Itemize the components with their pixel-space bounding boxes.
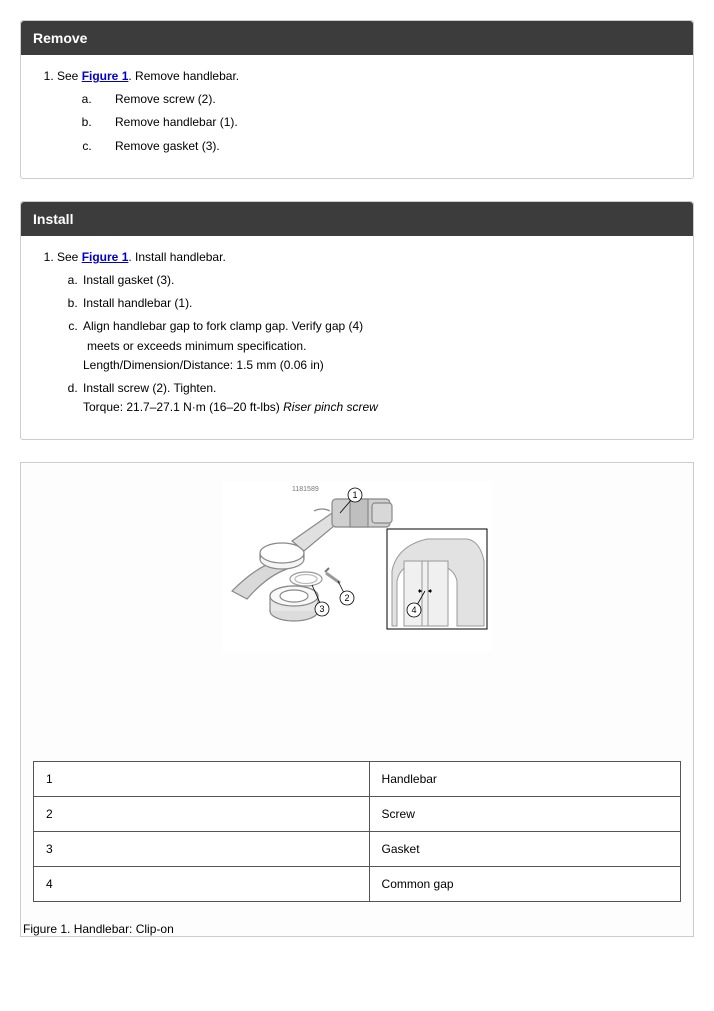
text: Install screw (2). Tighten. <box>83 381 216 395</box>
handlebar-diagram: 1181589 <box>222 481 492 651</box>
text: Length/Dimension/Distance: 1.5 mm (0.06 … <box>83 358 324 372</box>
torque-spec: Torque: 21.7–27.1 N·m (16–20 ft-lbs) <box>83 400 283 414</box>
text: . Install handlebar. <box>128 250 225 264</box>
svg-text:1: 1 <box>352 490 357 500</box>
text: Remove gasket (3). <box>115 139 220 153</box>
install-substeps: Install gasket (3). Install handlebar (1… <box>57 271 677 417</box>
install-sub-a: Install gasket (3). <box>81 271 677 290</box>
table-row: 1 Handlebar <box>34 762 681 797</box>
part-name: Gasket <box>369 832 680 867</box>
remove-body: See Figure 1. Remove handlebar. Remove s… <box>21 55 693 178</box>
install-header: Install <box>21 202 693 236</box>
text: . Remove handlebar. <box>128 69 239 83</box>
part-name: Handlebar <box>369 762 680 797</box>
page: Remove See Figure 1. Remove handlebar. R… <box>0 0 714 1011</box>
install-sub-b: Install handlebar (1). <box>81 294 677 313</box>
text: See <box>57 250 82 264</box>
figure-inner: 1181589 <box>21 463 693 916</box>
text: meets or exceeds minimum specification. <box>87 337 677 356</box>
text: Align handlebar gap to fork clamp gap. V… <box>83 319 363 333</box>
remove-sub-b: Remove handlebar (1). <box>95 113 677 132</box>
figure-1-link[interactable]: Figure 1 <box>82 250 129 264</box>
text: Remove handlebar (1). <box>115 115 238 129</box>
text: Install handlebar (1). <box>83 296 192 310</box>
remove-step-1: See Figure 1. Remove handlebar. Remove s… <box>57 67 677 156</box>
text: See <box>57 69 82 83</box>
figure-image: 1181589 <box>222 481 492 651</box>
part-number: 4 <box>34 867 370 902</box>
svg-text:3: 3 <box>319 604 324 614</box>
install-body: See Figure 1. Install handlebar. Install… <box>21 236 693 440</box>
part-name: Screw <box>369 797 680 832</box>
figure-1-link[interactable]: Figure 1 <box>82 69 129 83</box>
install-section: Install See Figure 1. Install handlebar.… <box>20 201 694 441</box>
remove-substeps: Remove screw (2). Remove handlebar (1). … <box>57 90 677 156</box>
table-row: 2 Screw <box>34 797 681 832</box>
parts-table: 1 Handlebar 2 Screw 3 Gasket 4 Common ga… <box>33 761 681 902</box>
remove-sub-c: Remove gasket (3). <box>95 137 677 156</box>
remove-steps: See Figure 1. Remove handlebar. Remove s… <box>37 67 677 156</box>
part-number: 2 <box>34 797 370 832</box>
part-number: 1 <box>34 762 370 797</box>
text: Remove screw (2). <box>115 92 216 106</box>
install-sub-c: Align handlebar gap to fork clamp gap. V… <box>81 317 677 375</box>
install-steps: See Figure 1. Install handlebar. Install… <box>37 248 677 418</box>
text: Install gasket (3). <box>83 273 174 287</box>
figure-caption: Figure 1. Handlebar: Clip-on <box>21 916 693 936</box>
remove-section: Remove See Figure 1. Remove handlebar. R… <box>20 20 694 179</box>
part-name: Common gap <box>369 867 680 902</box>
svg-text:4: 4 <box>411 605 416 615</box>
image-code: 1181589 <box>292 486 319 493</box>
table-row: 3 Gasket <box>34 832 681 867</box>
table-row: 4 Common gap <box>34 867 681 902</box>
figure-container: 1181589 <box>20 462 694 937</box>
remove-header: Remove <box>21 21 693 55</box>
torque-label: Riser pinch screw <box>283 400 378 414</box>
part-number: 3 <box>34 832 370 867</box>
install-sub-d: Install screw (2). Tighten. Torque: 21.7… <box>81 379 677 417</box>
svg-text:2: 2 <box>344 593 349 603</box>
remove-sub-a: Remove screw (2). <box>95 90 677 109</box>
install-step-1: See Figure 1. Install handlebar. Install… <box>57 248 677 418</box>
